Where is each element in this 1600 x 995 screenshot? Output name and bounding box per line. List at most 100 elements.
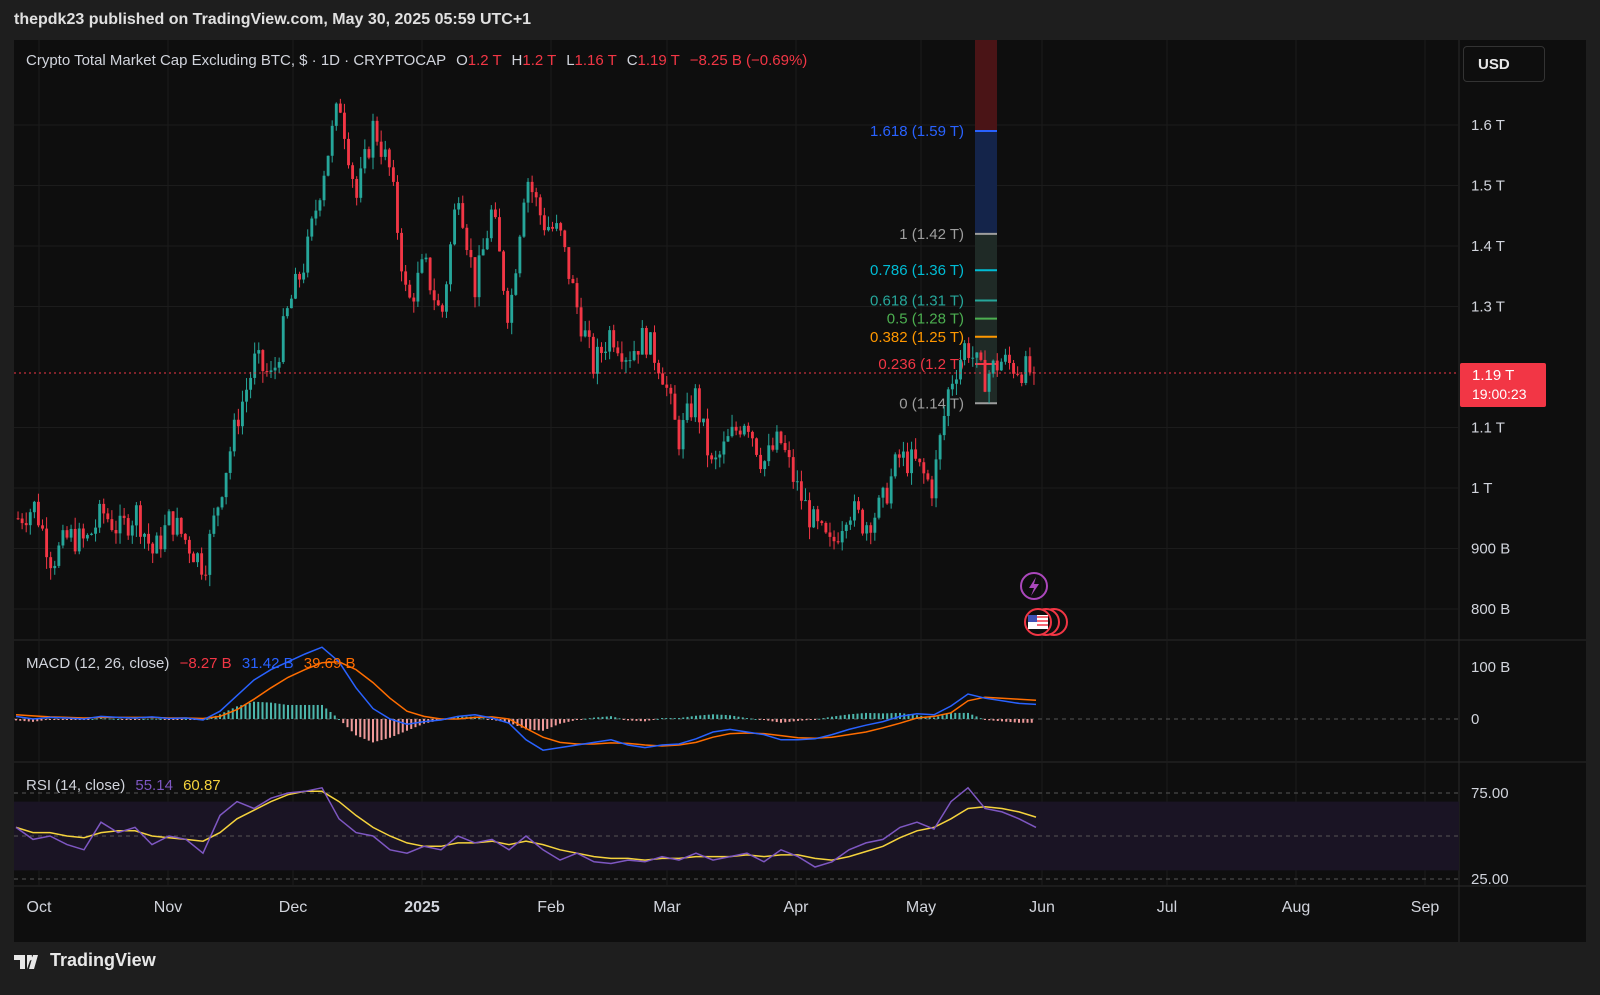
y-tick-label: 1.4 T [1471, 238, 1505, 255]
macd-histogram-bar [992, 719, 995, 721]
candle-body [763, 461, 767, 470]
macd-histogram-bar [822, 718, 825, 720]
x-tick-label: May [906, 899, 936, 916]
macd-histogram-bar [117, 719, 119, 720]
candle-body [343, 112, 346, 139]
macd-histogram-bar [758, 719, 761, 720]
y-tick-label: 1.5 T [1471, 178, 1505, 195]
candle-body [53, 565, 57, 569]
rsi-value: 55.14 [135, 777, 173, 794]
macd-histogram-bar [941, 715, 944, 719]
macd-histogram-bar [661, 718, 663, 720]
candle-body [791, 457, 795, 482]
candle-body [514, 273, 518, 295]
macd-histogram-bar [32, 719, 34, 722]
candle-body [844, 524, 848, 532]
candle-body [726, 436, 730, 442]
macd-legend[interactable]: MACD (12, 26, close) −8.27 B 31.42 B 39.… [26, 655, 355, 672]
candle-body [983, 359, 987, 392]
candle-body [118, 515, 122, 534]
macd-histogram-bar [206, 718, 209, 720]
currency-button[interactable]: USD [1463, 46, 1545, 82]
candle-body [714, 457, 718, 460]
macd-histogram-bar [355, 719, 357, 736]
macd-hist-value: −8.27 B [179, 655, 232, 672]
candle-body [367, 149, 371, 158]
macd-histogram-bar [631, 719, 634, 721]
candle-body [959, 360, 962, 380]
candle-body [289, 298, 293, 309]
fib-level-label: 1 (1.42 T) [899, 226, 964, 243]
macd-histogram-bar [724, 715, 727, 719]
macd-histogram-bar [707, 714, 710, 719]
candle-body [918, 458, 922, 463]
candle-body [771, 445, 775, 450]
chart-frame[interactable]: Oct Nov Dec 2025 Feb Mar Apr May Jun Jul Aug Sep 1.6… [14, 40, 1586, 942]
x-tick-label: Jun [1029, 899, 1055, 916]
candle-body [485, 238, 489, 250]
macd-signal-value: 39.69 B [303, 655, 356, 672]
x-tick-label: Feb [537, 899, 565, 916]
candle-body [212, 515, 216, 534]
macd-histogram-bar [299, 704, 302, 719]
macd-histogram-bar [104, 718, 107, 720]
chart-canvas[interactable]: Oct Nov Dec 2025 Feb Mar Apr May Jun Jul Aug Sep 1.6… [14, 40, 1586, 942]
macd-histogram-bar [265, 702, 268, 719]
macd-histogram-bar [142, 719, 145, 720]
y-tick-label: 900 B [1471, 541, 1510, 558]
macd-histogram-bar [295, 704, 298, 719]
macd-histogram-bar [350, 719, 353, 732]
symbol-title[interactable]: Crypto Total Market Cap Excluding BTC, $… [26, 52, 446, 69]
candle-body [347, 138, 350, 166]
macd-histogram-bar [954, 712, 957, 719]
macd-histogram-bar [754, 719, 757, 720]
macd-histogram-bar [639, 719, 642, 722]
candle-body [330, 125, 334, 156]
macd-histogram-bar [703, 715, 706, 719]
candle-body [795, 481, 799, 483]
candle-body [685, 403, 689, 421]
macd-histogram-bar [53, 719, 56, 720]
macd-histogram-bar [996, 719, 999, 721]
macd-histogram-bar [856, 713, 859, 719]
lightning-icon[interactable] [1020, 572, 1048, 600]
macd-histogram-bar [508, 719, 510, 723]
macd-histogram-bar [614, 717, 617, 719]
macd-histogram-bar [593, 717, 595, 719]
candle-body [742, 425, 746, 435]
macd-histogram-bar [894, 713, 897, 719]
macd-histogram-bar [1013, 719, 1016, 723]
candle-body [81, 528, 85, 539]
macd-histogram-bar [384, 719, 387, 739]
candle-body [575, 283, 579, 308]
rsi-legend[interactable]: RSI (14, close) 55.14 60.87 [26, 777, 221, 794]
candle-body [587, 330, 591, 337]
candle-body [134, 505, 138, 526]
macd-histogram-bar [848, 714, 850, 719]
candle-body [604, 351, 607, 353]
x-tick-label: Apr [784, 899, 810, 916]
candle-body [200, 553, 204, 575]
publisher-text: thepdk23 published on TradingView.com, M… [14, 11, 532, 28]
macd-histogram-bar [482, 718, 485, 720]
macd-histogram-bar [321, 704, 323, 719]
candle-body [522, 202, 526, 237]
candle-body [420, 259, 424, 273]
macd-histogram-bar [962, 712, 965, 719]
candle-body [861, 509, 865, 534]
candle-body [204, 574, 208, 576]
candle-body [281, 316, 285, 363]
macd-histogram-bar [542, 719, 544, 731]
macd-histogram-bar [588, 718, 591, 720]
last-price-value: 1.19 T [1472, 367, 1515, 384]
candle-body [1012, 362, 1015, 374]
macd-histogram-bar [635, 719, 638, 721]
macd-histogram-bar [805, 719, 808, 721]
y-tick-label: 1.1 T [1471, 420, 1505, 437]
macd-histogram-bar [933, 717, 935, 719]
candle-body [192, 553, 195, 563]
candle-body [73, 528, 77, 552]
macd-histogram-bar [788, 719, 791, 722]
macd-histogram-bar [461, 716, 464, 719]
tradingview-logo[interactable]: TradingView [14, 950, 156, 971]
